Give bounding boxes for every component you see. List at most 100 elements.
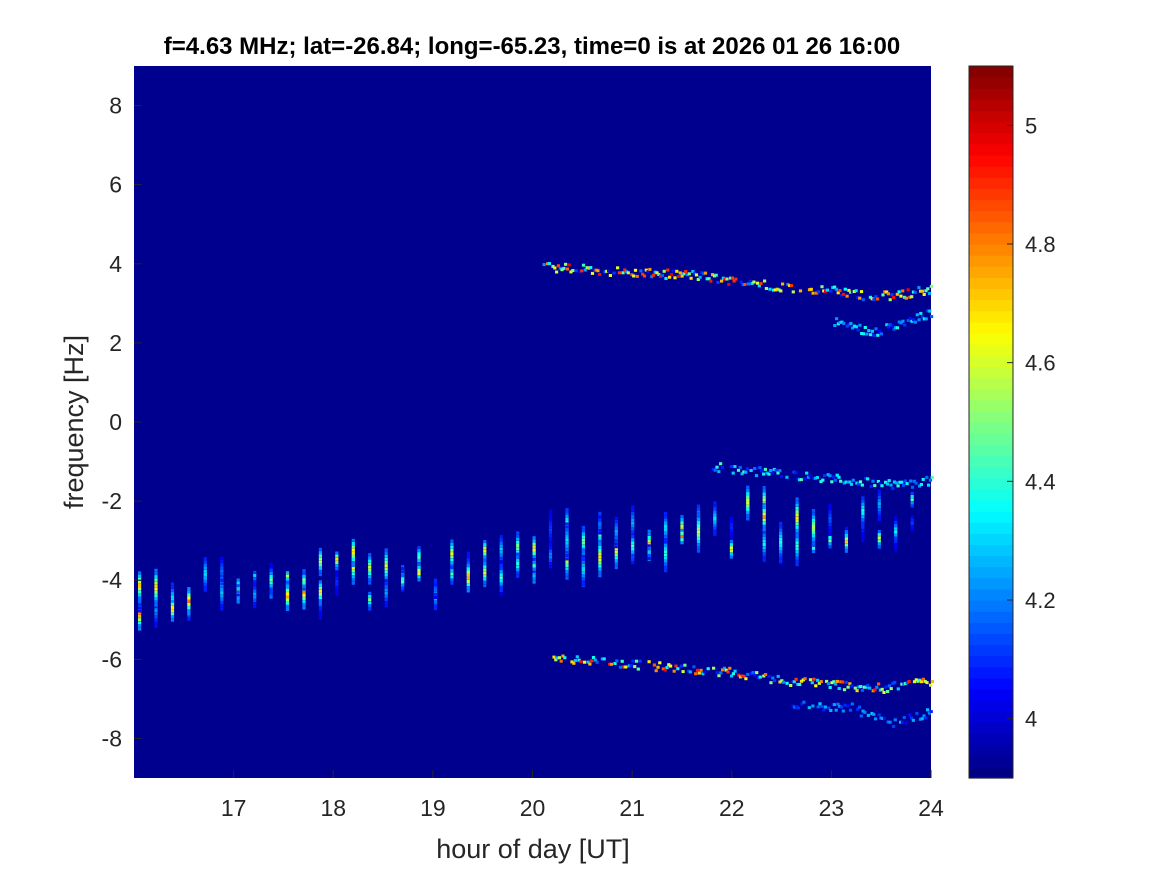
heatmap-cell bbox=[680, 535, 684, 538]
colorbar-step bbox=[969, 355, 1013, 367]
heatmap-cell bbox=[861, 502, 865, 506]
heatmap-cell bbox=[664, 534, 668, 538]
colorbar-step bbox=[969, 410, 1013, 423]
heatmap-cell bbox=[138, 587, 142, 591]
heatmap-cell bbox=[285, 574, 290, 578]
heatmap-cell bbox=[729, 520, 733, 523]
heatmap-cell bbox=[253, 589, 257, 593]
heatmap-cell bbox=[779, 553, 783, 557]
heatmap-cell bbox=[823, 705, 827, 709]
heatmap-cell bbox=[681, 670, 685, 674]
heatmap-cell bbox=[220, 582, 224, 586]
heatmap-cell bbox=[713, 468, 717, 472]
heatmap-cell bbox=[858, 480, 863, 484]
heatmap-cell bbox=[861, 539, 865, 542]
heatmap-cell bbox=[678, 271, 682, 275]
heatmap-cell bbox=[671, 269, 675, 273]
colorbar-step bbox=[969, 132, 1013, 145]
heatmap-cell bbox=[565, 522, 569, 526]
heatmap-cell bbox=[876, 480, 880, 483]
colorbar-step bbox=[969, 588, 1013, 601]
colorbar-step bbox=[969, 77, 1013, 89]
heatmap-cell bbox=[664, 540, 668, 544]
heatmap-cell bbox=[236, 584, 240, 588]
heatmap-cell bbox=[614, 535, 618, 539]
heatmap-cell bbox=[785, 681, 789, 685]
heatmap-cell bbox=[914, 678, 918, 682]
heatmap-cell bbox=[895, 326, 900, 330]
heatmap-cell bbox=[906, 319, 910, 322]
heatmap-cell bbox=[696, 543, 701, 547]
heatmap-cell bbox=[556, 656, 560, 660]
heatmap-cell bbox=[647, 557, 651, 560]
heatmap-cell bbox=[605, 269, 609, 273]
colorbar-tick-label: 4.2 bbox=[1025, 588, 1056, 613]
heatmap-cell bbox=[839, 479, 843, 483]
heatmap-cell bbox=[384, 557, 388, 561]
heatmap-cell bbox=[900, 720, 905, 724]
colorbar-step bbox=[969, 689, 1013, 701]
heatmap-cell bbox=[598, 511, 602, 515]
heatmap-cell bbox=[792, 680, 796, 684]
heatmap-cell bbox=[318, 573, 322, 577]
heatmap-cell bbox=[532, 552, 536, 555]
heatmap-cell bbox=[466, 558, 470, 562]
heatmap-cell bbox=[825, 679, 829, 683]
y-tick-label: 6 bbox=[109, 172, 122, 198]
heatmap-cell bbox=[913, 320, 918, 324]
heatmap-cell bbox=[680, 531, 684, 535]
heatmap-cell bbox=[922, 293, 926, 296]
heatmap-cell bbox=[795, 516, 799, 520]
heatmap-cell bbox=[828, 539, 832, 543]
heatmap-cell bbox=[565, 570, 569, 574]
heatmap-cell bbox=[499, 550, 503, 554]
heatmap-cell bbox=[623, 268, 627, 272]
heatmap-cell bbox=[773, 679, 777, 683]
heatmap-cell bbox=[565, 547, 569, 551]
heatmap-cell bbox=[914, 481, 918, 485]
heatmap-cell bbox=[220, 579, 224, 582]
heatmap-cell bbox=[922, 317, 926, 321]
colorbar-step bbox=[969, 622, 1013, 634]
heatmap-cell bbox=[811, 540, 816, 544]
heatmap-cell bbox=[733, 669, 737, 673]
heatmap-cell bbox=[658, 661, 662, 665]
heatmap-cell bbox=[499, 560, 503, 564]
heatmap-cell bbox=[729, 552, 733, 556]
heatmap-cell bbox=[384, 573, 388, 577]
heatmap-cell bbox=[768, 287, 772, 291]
heatmap-cell bbox=[138, 574, 142, 578]
heatmap-cell bbox=[203, 563, 207, 567]
heatmap-cell bbox=[647, 547, 651, 551]
heatmap-cell bbox=[910, 319, 914, 323]
heatmap-cell bbox=[757, 284, 761, 288]
colorbar-step bbox=[969, 210, 1013, 223]
heatmap-cell bbox=[762, 524, 766, 528]
heatmap-cell bbox=[889, 687, 893, 691]
heatmap-cell bbox=[909, 716, 914, 720]
colorbar-step bbox=[969, 199, 1013, 212]
heatmap-cell bbox=[642, 274, 647, 278]
heatmap-cell bbox=[828, 532, 832, 536]
heatmap-cell bbox=[581, 573, 585, 577]
heatmap-cell bbox=[762, 539, 766, 543]
colorbar-step bbox=[969, 188, 1013, 201]
heatmap-cell bbox=[779, 545, 783, 549]
heatmap-cell bbox=[889, 483, 893, 487]
heatmap-cell bbox=[859, 290, 864, 294]
heatmap-cell bbox=[565, 538, 569, 542]
heatmap-cell bbox=[632, 274, 636, 278]
heatmap-cell bbox=[778, 680, 782, 684]
heatmap-cell bbox=[220, 601, 224, 605]
heatmap-cell bbox=[778, 469, 782, 473]
heatmap-cell bbox=[877, 502, 881, 506]
heatmap-cell bbox=[631, 541, 635, 545]
heatmap-cell bbox=[587, 266, 591, 270]
heatmap-cell bbox=[532, 574, 536, 578]
heatmap-cell bbox=[614, 523, 618, 527]
heatmap-cell bbox=[721, 668, 725, 672]
heatmap-cell bbox=[368, 575, 372, 579]
heatmap-cell bbox=[811, 524, 816, 528]
colorbar-step bbox=[969, 722, 1013, 735]
heatmap-cell bbox=[622, 665, 626, 669]
